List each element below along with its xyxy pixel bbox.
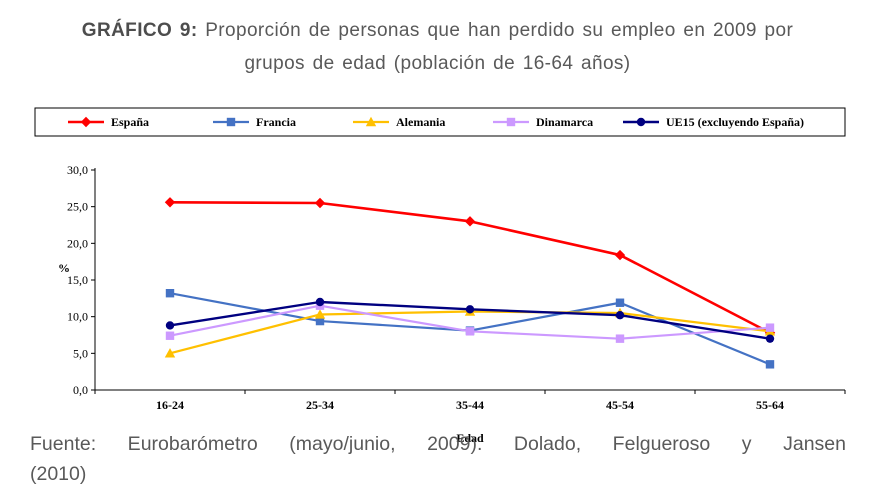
y-tick-label: 15,0: [67, 273, 88, 287]
legend-item: Dinamarca: [493, 115, 593, 129]
data-point-diamond: [464, 216, 476, 227]
source-caption: Fuente: Eurobarómetro (mayo/junio, 2009)…: [30, 429, 846, 489]
data-point-circle: [315, 297, 325, 307]
y-tick-label: 30,0: [67, 163, 88, 177]
data-point-square: [615, 298, 625, 307]
x-tick-label: 45-54: [606, 398, 634, 412]
x-tick-label: 35-44: [456, 398, 484, 412]
legend-label: España: [111, 115, 149, 129]
y-tick-label: 20,0: [67, 236, 88, 250]
legend: España Francia Alemania Dinamarca UE15 (excl…: [34, 107, 846, 137]
source-caption-line2: (2010): [30, 463, 87, 485]
data-point-square: [315, 316, 325, 326]
data-point-circle: [765, 334, 775, 343]
data-point-square: [506, 117, 516, 127]
data-point-diamond: [80, 116, 92, 128]
y-tick-label: 10,0: [67, 310, 88, 324]
series-ue15-excluyendo-espa-a-: [165, 297, 775, 343]
legend-label: Alemania: [396, 115, 445, 129]
data-point-circle: [615, 311, 625, 320]
y-tick-label: 5,0: [73, 346, 88, 360]
y-axis-label: %: [58, 261, 70, 275]
y-tick-label: 0,0: [73, 383, 88, 397]
data-point-square: [615, 334, 625, 343]
data-point-square: [765, 323, 775, 332]
data-point-triangle: [314, 309, 326, 319]
x-axis-label: Edad: [456, 431, 484, 445]
legend-label: UE15 (excluyendo España): [666, 115, 804, 129]
axes: 0,0 5,0 10,0 15,0 20,0 25,0 30,0 16-24 25-34 35-4…: [67, 163, 846, 412]
data-point-square: [165, 331, 175, 340]
series-espa-a: [164, 197, 776, 338]
data-point-square: [465, 327, 475, 336]
line-chart: España Francia Alemania Dinamarca UE15 (excl…: [28, 100, 848, 450]
data-point-circle: [636, 117, 646, 127]
source-caption-line1: Fuente: Eurobarómetro (mayo/junio, 2009)…: [30, 433, 846, 455]
legend-label: Dinamarca: [536, 115, 593, 129]
chart-title-line2: grupos de edad (población de 16-64 años): [244, 53, 631, 74]
chart-title-rest: Proporción de personas que han perdido s…: [197, 20, 794, 41]
x-tick-label: 25-34: [306, 398, 334, 412]
data-point-diamond: [164, 197, 176, 208]
legend-label: Francia: [256, 115, 296, 129]
data-point-triangle: [164, 348, 176, 358]
legend-item: UE15 (excluyendo España): [623, 115, 804, 129]
data-point-circle: [465, 305, 475, 314]
legend-item: Alemania: [353, 115, 445, 129]
legend-item: España: [68, 115, 149, 129]
data-point-square: [226, 117, 236, 127]
x-tick-label: 55-64: [756, 398, 784, 412]
data-point-triangle: [365, 116, 377, 127]
legend-item: Francia: [213, 115, 296, 129]
data-point-square: [765, 360, 775, 369]
data-point-diamond: [614, 249, 626, 261]
data-point-square: [165, 289, 175, 298]
chart-title: GRÁFICO 9: Proporción de personas que ha…: [20, 14, 855, 80]
data-point-diamond: [314, 197, 326, 209]
x-tick-label: 16-24: [156, 398, 184, 412]
y-tick-label: 25,0: [67, 200, 88, 214]
chart-title-prefix: GRÁFICO 9:: [81, 20, 198, 41]
chart-title-line1: GRÁFICO 9: Proporción de personas que ha…: [20, 14, 855, 47]
chart-canvas: España Francia Alemania Dinamarca UE15 (excl…: [34, 107, 846, 445]
data-point-circle: [165, 321, 175, 330]
